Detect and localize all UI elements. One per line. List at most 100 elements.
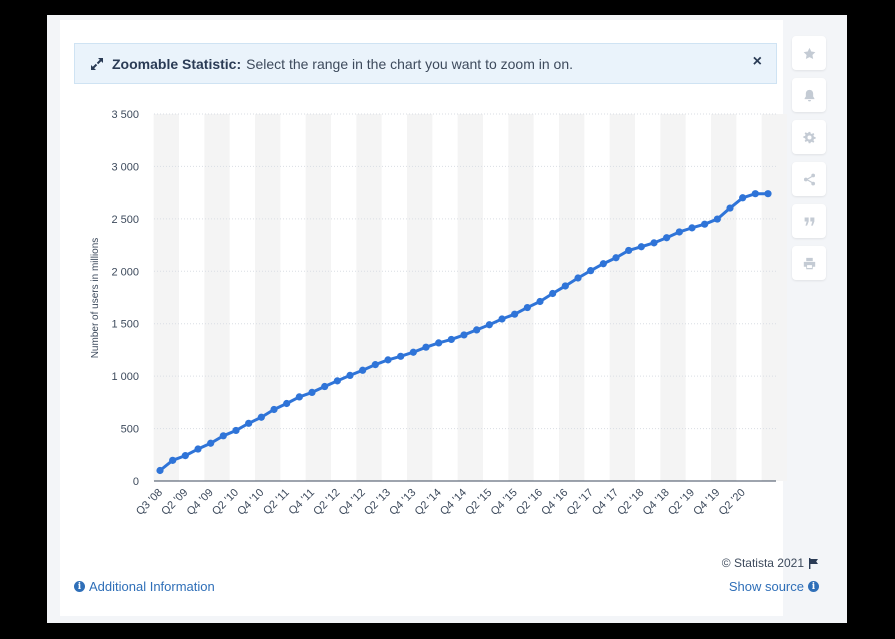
data-point[interactable] [701, 220, 709, 228]
data-point[interactable] [283, 399, 291, 408]
chart-background-bands [153, 114, 787, 481]
data-point[interactable] [181, 452, 189, 460]
zoom-banner-text: Select the range in the chart you want t… [246, 55, 574, 72]
data-point[interactable] [739, 194, 747, 202]
data-point[interactable] [333, 377, 341, 385]
data-point[interactable] [409, 348, 417, 356]
background-band [761, 114, 787, 481]
data-point[interactable] [485, 321, 493, 329]
y-tick-label: 3 500 [111, 109, 139, 121]
show-source-label: Show source [728, 579, 804, 594]
background-band [204, 114, 230, 481]
favorite-button[interactable] [792, 36, 826, 70]
x-tick-label: Q2 '16 [514, 487, 545, 518]
x-tick-label: Q4 '16 [539, 487, 570, 518]
data-point[interactable] [435, 339, 443, 347]
data-point[interactable] [232, 426, 240, 435]
x-tick-label: Q4 '11 [287, 487, 318, 518]
close-icon[interactable]: × [752, 53, 762, 70]
x-tick-label: Q2 '15 [463, 487, 494, 518]
data-point[interactable] [587, 267, 595, 275]
data-point[interactable] [764, 190, 772, 198]
x-tick-label: Q3 '08 [134, 487, 165, 518]
data-point[interactable] [397, 352, 405, 360]
data-point[interactable] [219, 432, 227, 440]
data-point[interactable] [612, 254, 620, 262]
data-point[interactable] [295, 393, 303, 401]
data-point[interactable] [599, 260, 607, 268]
data-point[interactable] [422, 343, 430, 351]
x-tick-label: Q4 '15 [489, 487, 520, 518]
data-point[interactable] [257, 413, 265, 421]
data-point[interactable] [574, 274, 582, 282]
show-source-link[interactable]: Show source i [729, 579, 819, 594]
quote-icon [804, 216, 814, 226]
data-point[interactable] [460, 331, 468, 339]
x-tick-label: Q2 '11 [261, 487, 292, 518]
y-tick-label: 1 000 [111, 371, 139, 383]
copyright-text: © Statista 2021 [721, 556, 804, 570]
data-point[interactable] [498, 315, 506, 323]
background-band [609, 114, 635, 481]
data-point[interactable] [511, 310, 519, 318]
data-point[interactable] [523, 303, 531, 312]
data-point[interactable] [549, 289, 557, 298]
copyright: © Statista 2021 [722, 556, 819, 570]
data-point[interactable] [207, 439, 215, 447]
data-point[interactable] [346, 371, 354, 380]
data-point[interactable] [751, 190, 759, 198]
x-tick-label: Q4 '13 [387, 487, 418, 518]
data-point[interactable] [650, 239, 658, 247]
zoom-banner-title: Zoomable Statistic: [112, 55, 242, 72]
x-tick-label: Q2 '17 [565, 487, 596, 518]
print-button[interactable] [792, 246, 826, 280]
gear-icon [802, 131, 816, 143]
data-point[interactable] [270, 405, 278, 414]
x-tick-label: Q4 '12 [337, 487, 368, 518]
share-icon [803, 173, 815, 185]
background-band [660, 114, 686, 481]
data-point[interactable] [156, 466, 164, 475]
cite-button[interactable] [792, 204, 826, 238]
data-point[interactable] [625, 246, 633, 255]
data-point[interactable] [536, 297, 544, 306]
y-tick-label: 500 [121, 424, 139, 436]
notification-button[interactable] [792, 78, 826, 112]
settings-button[interactable] [792, 120, 826, 154]
additional-information-label: Additional Information [89, 579, 215, 594]
data-point[interactable] [308, 388, 316, 396]
zoom-banner: Zoomable Statistic: Select the range in … [74, 43, 777, 84]
print-icon [803, 257, 815, 269]
additional-information-link[interactable]: i Additional Information [74, 579, 215, 594]
data-point[interactable] [194, 445, 202, 453]
background-band [508, 114, 534, 481]
data-point[interactable] [713, 215, 721, 223]
background-band [305, 114, 331, 481]
x-tick-label: Q2 '20 [717, 487, 748, 518]
data-point[interactable] [561, 282, 569, 290]
side-toolbar [792, 36, 826, 288]
x-tick-label: Q2 '19 [666, 487, 697, 518]
background-band [559, 114, 585, 481]
background-band [356, 114, 382, 481]
x-tick-label: Q4 '09 [185, 487, 216, 518]
data-point[interactable] [321, 382, 329, 391]
data-point[interactable] [688, 224, 696, 232]
chart-gridlines [154, 113, 776, 482]
data-point[interactable] [663, 234, 671, 242]
star-icon [803, 47, 815, 59]
data-point[interactable] [726, 204, 734, 212]
data-point[interactable] [447, 335, 455, 344]
data-point[interactable] [637, 243, 645, 251]
data-point[interactable] [359, 366, 367, 374]
data-point[interactable] [169, 456, 177, 464]
share-button[interactable] [792, 162, 826, 196]
data-point[interactable] [384, 356, 392, 364]
data-point[interactable] [245, 419, 253, 427]
data-point[interactable] [473, 326, 481, 334]
background-band [407, 114, 433, 481]
data-point[interactable] [371, 361, 379, 369]
x-tick-label: Q4 '14 [438, 487, 469, 518]
data-point[interactable] [675, 228, 683, 236]
